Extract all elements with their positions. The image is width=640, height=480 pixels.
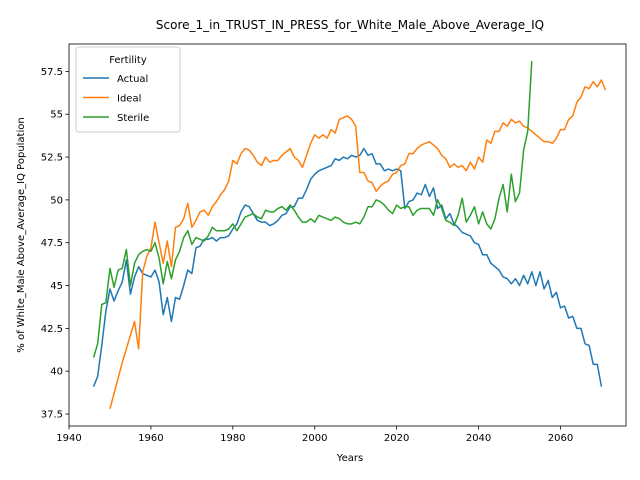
y-tick-label: 55 [50,110,63,121]
y-axis-label: % of White_Male Above_Average_IQ Populat… [16,117,27,352]
y-tick-label: 45 [50,281,63,292]
x-tick-label: 1960 [138,433,163,444]
x-tick-label: 2060 [548,433,573,444]
y-tick-label: 42.5 [41,324,63,335]
y-tick-label: 40 [50,367,63,378]
x-tick-label: 2020 [384,433,409,444]
y-tick-label: 37.5 [41,410,63,421]
legend: Fertility Actual Ideal Sterile [76,47,180,132]
y-tick-label: 47.5 [41,238,63,249]
x-axis-label: Years [336,453,363,464]
x-tick-label: 2040 [466,433,491,444]
x-tick-label: 2000 [302,433,327,444]
y-tick-label: 52.5 [41,153,63,164]
x-tick-label: 1940 [56,433,81,444]
chart-title: Score_1_in_TRUST_IN_PRESS_for_White_Male… [156,18,544,32]
y-tick-label: 50 [50,195,63,206]
legend-label-actual: Actual [117,74,148,85]
y-tick-label: 57.5 [41,67,63,78]
legend-label-sterile: Sterile [117,113,149,124]
x-tick-label: 1980 [220,433,245,444]
legend-label-ideal: Ideal [117,94,141,105]
legend-title: Fertility [109,55,147,66]
